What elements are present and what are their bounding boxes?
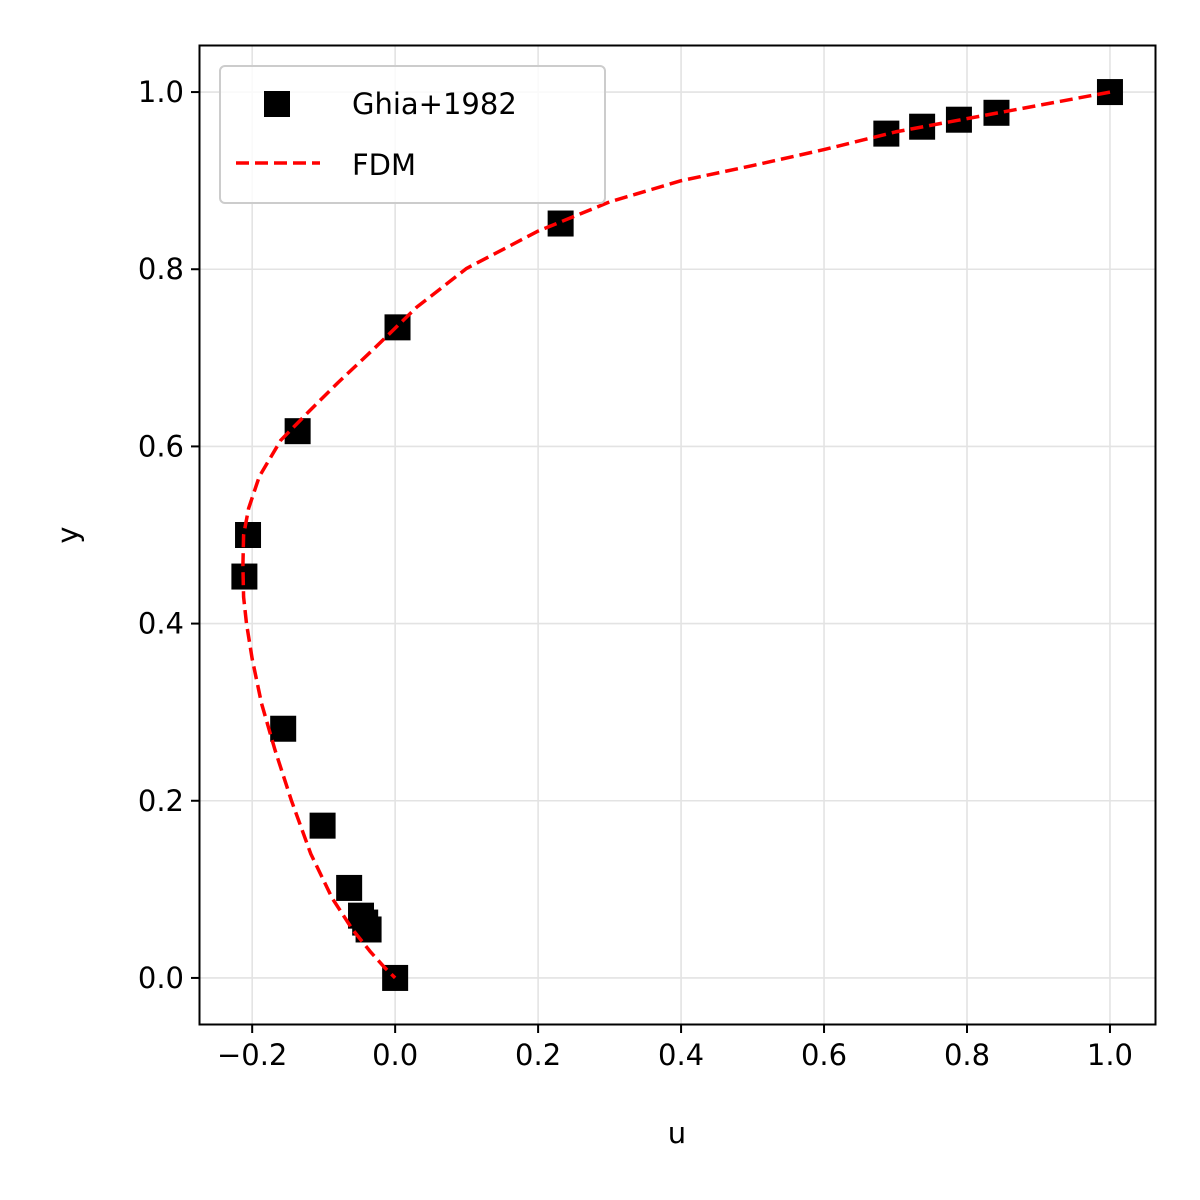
grid <box>200 46 1155 1024</box>
legend-label-ghia: Ghia+1982 <box>352 87 517 121</box>
x-tick-label: 0.0 <box>372 1038 418 1072</box>
y-tick-label: 1.0 <box>138 75 184 109</box>
x-tick-label: −0.2 <box>217 1038 287 1072</box>
axis-ticks: −0.2 0.0 0.2 0.4 0.6 0.8 1.0 0.0 0.2 0.4 0.6 0.8 1.0 <box>138 75 1133 1072</box>
data-point-ghia <box>547 210 574 237</box>
x-tick-label: 0.8 <box>944 1038 990 1072</box>
legend-marker-ghia <box>264 91 290 117</box>
y-axis-title: y <box>51 526 85 543</box>
legend-frame <box>219 65 606 204</box>
axes-frame <box>198 44 1157 1026</box>
x-axis-title: u <box>668 1116 686 1150</box>
x-tick-label: 0.2 <box>515 1038 561 1072</box>
y-tick-label: 0.6 <box>138 429 184 463</box>
x-tick-label: 1.0 <box>1087 1038 1133 1072</box>
legend: Ghia+1982 FDM <box>219 65 606 204</box>
data-point-ghia <box>270 715 297 742</box>
data-point-ghia <box>235 522 262 548</box>
y-tick-label: 0.4 <box>138 607 184 641</box>
x-tick-label: 0.6 <box>801 1038 847 1072</box>
y-tick-label: 0.2 <box>138 784 184 818</box>
x-tick-label: 0.4 <box>658 1038 704 1072</box>
y-tick-label: 0.8 <box>138 252 184 286</box>
legend-label-fdm: FDM <box>352 148 416 182</box>
y-tick-label: 0.0 <box>138 961 184 995</box>
data-point-ghia <box>336 874 363 901</box>
plot-area <box>231 79 1123 991</box>
data-point-ghia <box>309 812 336 839</box>
series-line-fdm <box>241 90 1111 980</box>
